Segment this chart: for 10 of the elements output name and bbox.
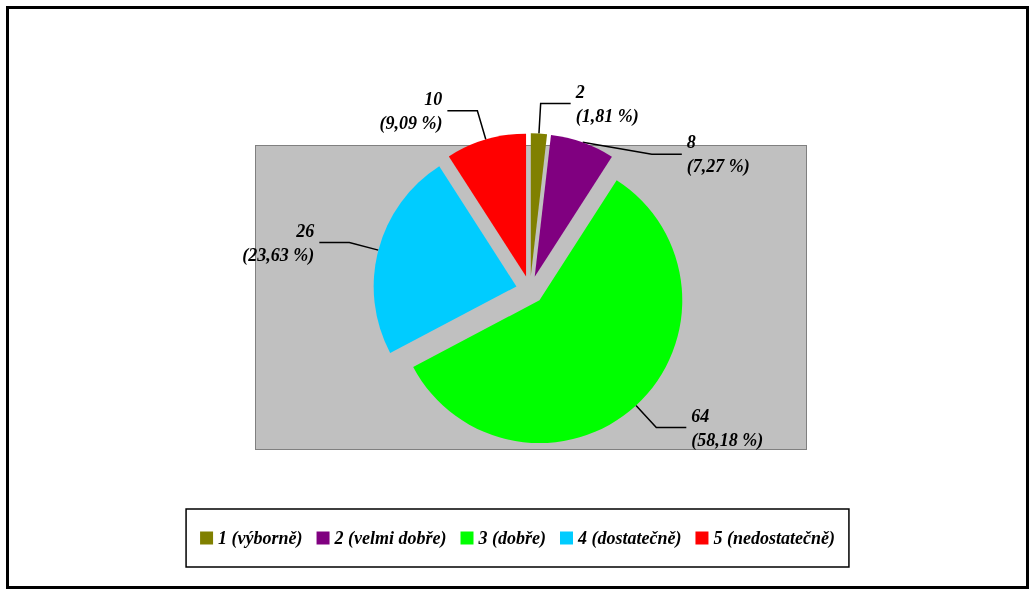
data-label: 64 (58,18 %) (691, 405, 764, 451)
legend-label: 4 (dostatečně) (576, 528, 682, 549)
legend-label: 1 (výborně) (218, 528, 303, 549)
legend-label: 5 (nedostatečně) (713, 528, 835, 549)
data-label: 10 (9,09 %) (379, 88, 443, 134)
data-label: 8 (7,27 %) (686, 132, 750, 178)
data-label: 26 (23,63 %) (242, 220, 315, 266)
data-label: 2 (1,81 %) (574, 81, 639, 127)
legend-label: 2 (velmi dobře) (333, 528, 447, 549)
legend-label: 3 (dobře) (477, 528, 546, 549)
